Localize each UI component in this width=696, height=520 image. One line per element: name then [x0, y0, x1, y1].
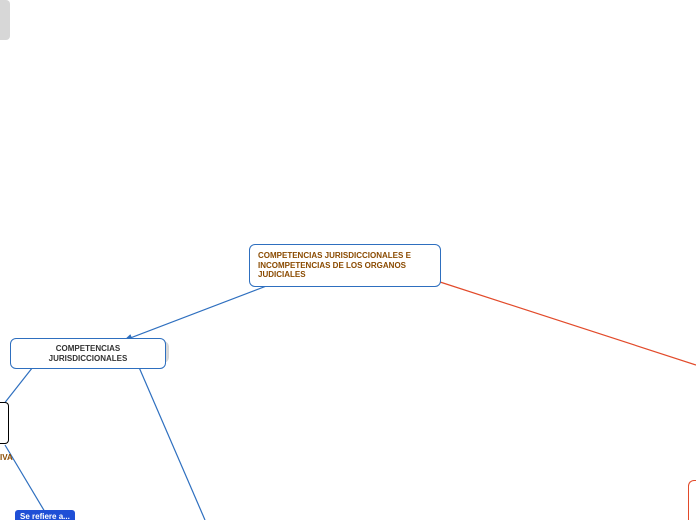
blue-tag-node[interactable]: Se refiere a... — [15, 510, 75, 520]
mindmap-canvas: COMPETENCIAS JURISDICCIONALES E INCOMPET… — [0, 0, 696, 520]
partial-right-node[interactable] — [688, 480, 696, 520]
partial-left-label: IVA — [0, 453, 13, 462]
edge-child1-bottom — [135, 358, 205, 520]
partial-left-shadow — [0, 0, 10, 40]
root-node[interactable]: COMPETENCIAS JURISDICCIONALES E INCOMPET… — [249, 244, 441, 287]
edge-root-right — [440, 282, 696, 365]
child1-node-label: COMPETENCIAS JURISDICCIONALES — [17, 344, 159, 363]
child1-node[interactable]: COMPETENCIAS JURISDICCIONALES — [10, 338, 166, 369]
blue-tag-label: Se refiere a... — [20, 512, 70, 520]
root-node-label: COMPETENCIAS JURISDICCIONALES E INCOMPET… — [258, 251, 432, 280]
edge-root-child1 — [125, 282, 277, 340]
partial-left-node[interactable] — [0, 402, 9, 444]
